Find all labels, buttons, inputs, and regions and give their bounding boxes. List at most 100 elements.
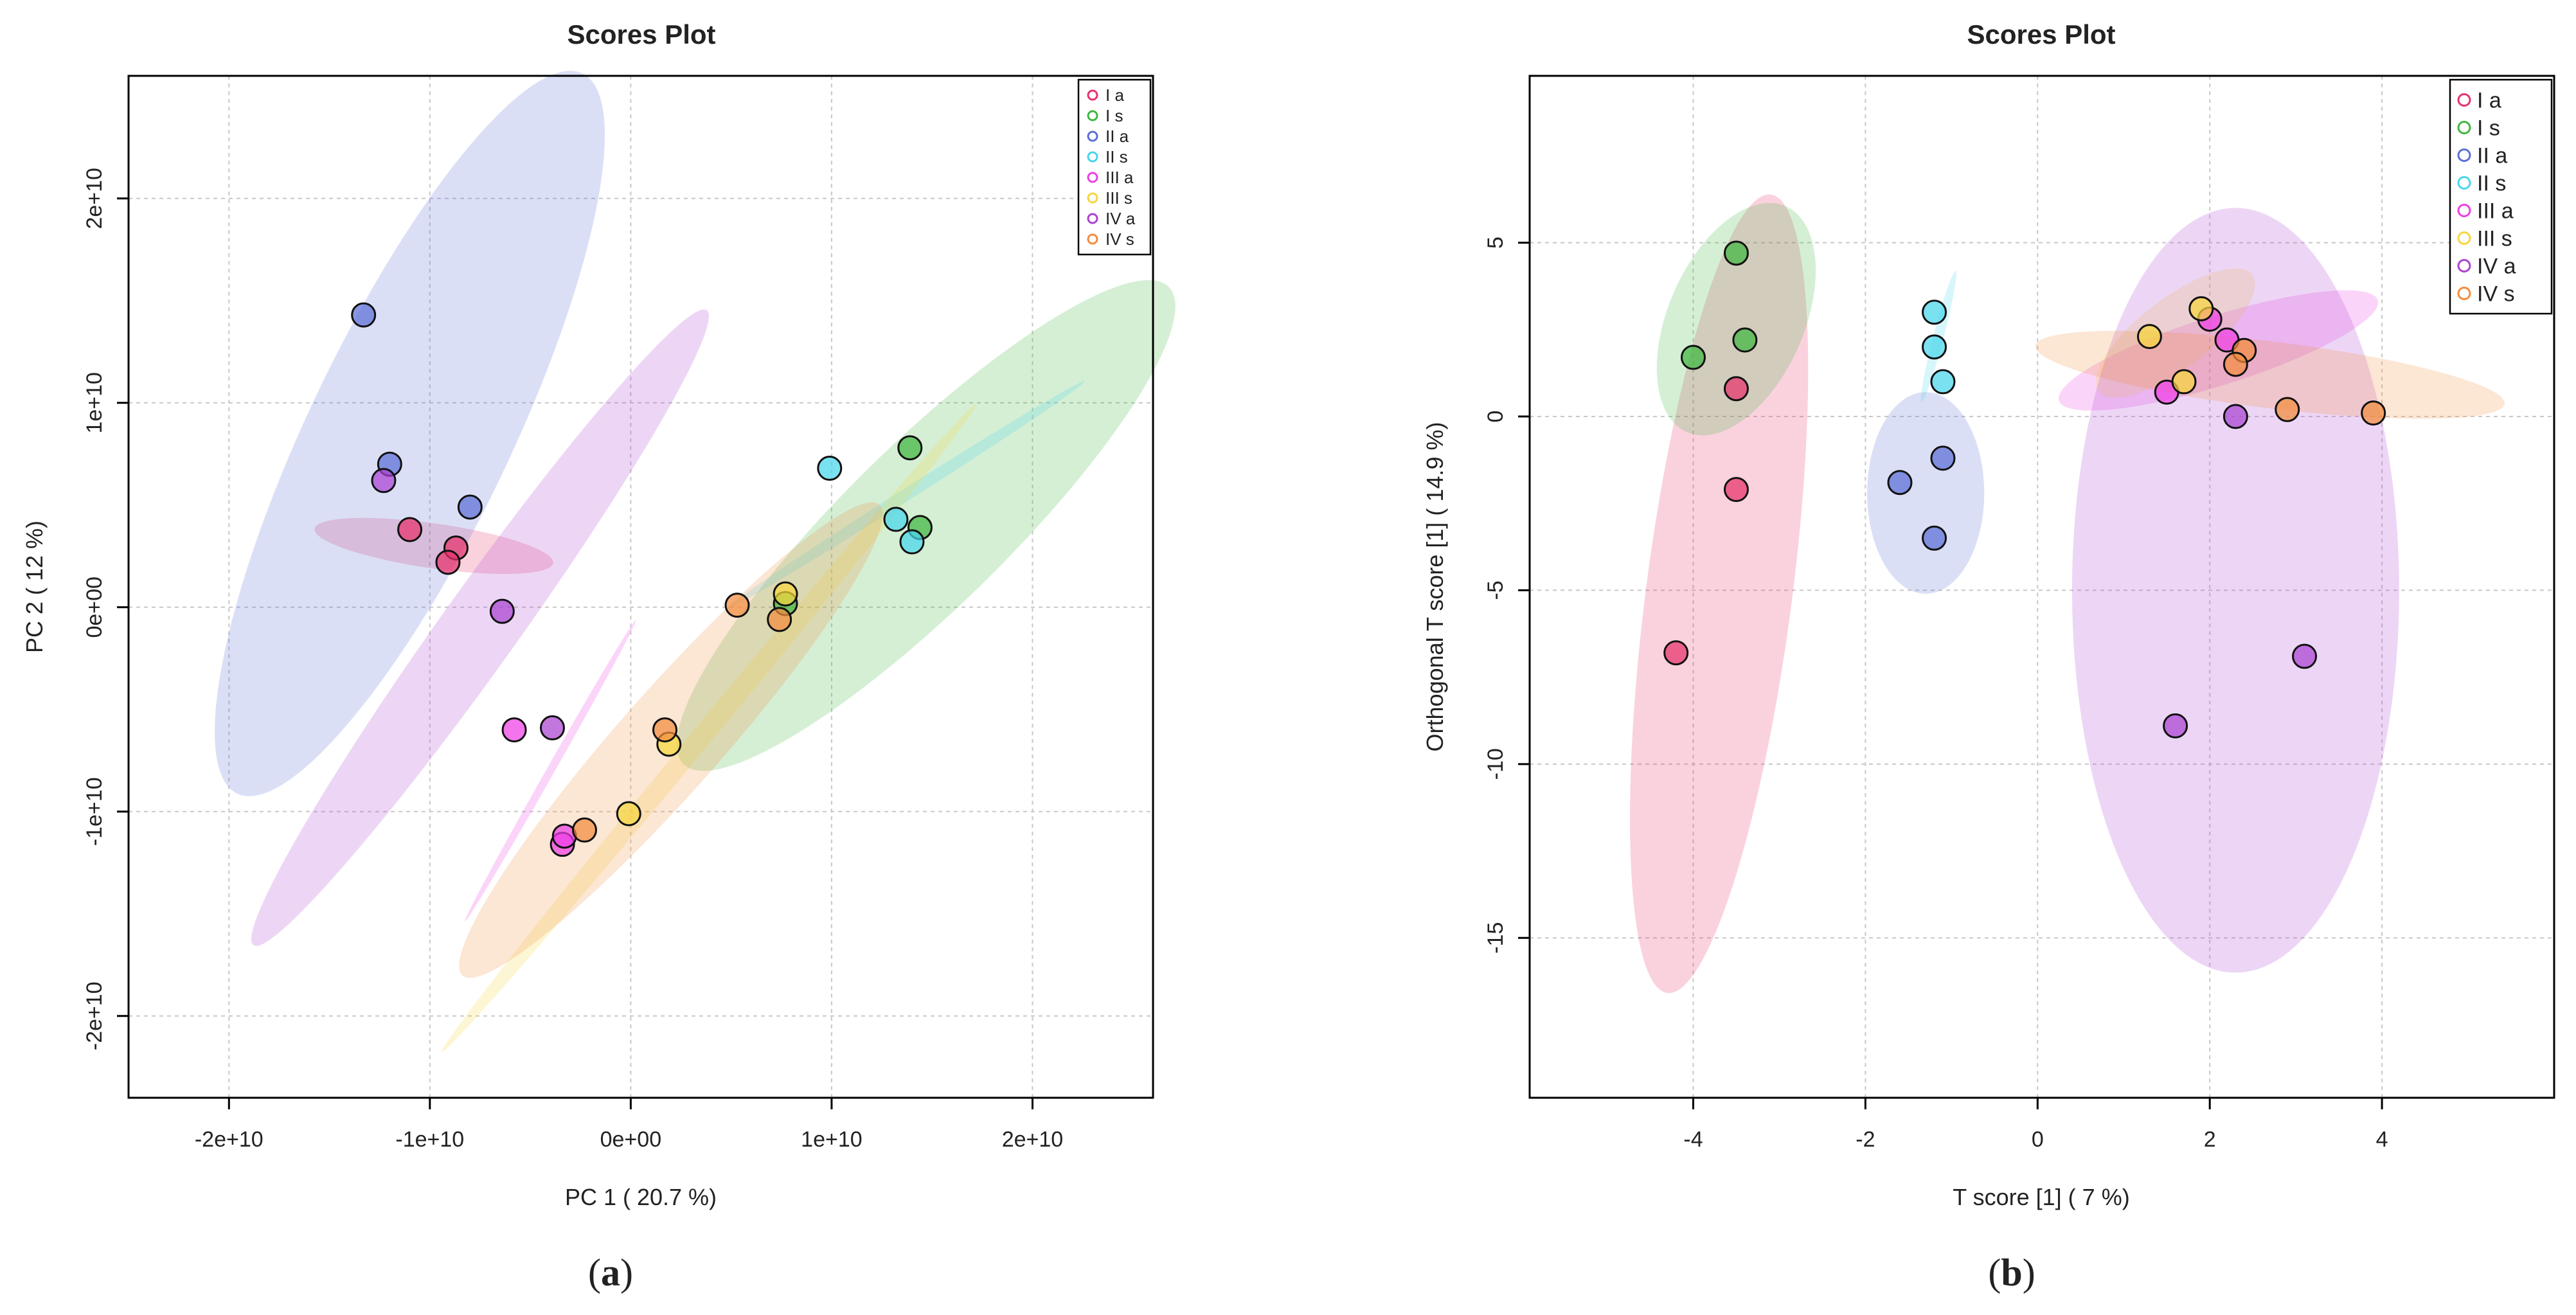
legend-marker-ii-a <box>1087 130 1098 142</box>
legend-box <box>2449 78 2553 315</box>
y-tick-label-2: 0e+00 <box>82 577 107 638</box>
point-ii-s-1 <box>883 506 909 532</box>
chart-a-title: Scores Plot <box>567 19 715 49</box>
y-tick-label-0: -15 <box>1483 922 1508 954</box>
legend-label-iii-s: III s <box>2477 227 2512 251</box>
panel-a-caption: (a) <box>588 1251 633 1294</box>
ellipse-iii-s <box>442 404 977 1052</box>
point-ii-a-2 <box>457 494 483 520</box>
point-i-a-1 <box>1723 477 1749 503</box>
point-ii-s-2 <box>899 529 925 555</box>
point-ii-a-0 <box>351 302 377 328</box>
legend-marker-iii-s <box>2457 231 2471 245</box>
y-tick-label-1: -10 <box>1483 748 1508 780</box>
x-tick-label-4: 2e+10 <box>1002 1127 1064 1152</box>
point-iv-a-1 <box>489 598 515 624</box>
point-i-a-2 <box>1663 640 1689 666</box>
legend-label-i-s: I s <box>2477 116 2500 141</box>
legend-marker-i-a <box>2457 93 2471 107</box>
panel-b-caption-letter: b <box>2001 1251 2022 1294</box>
y-tick-label-3: 0 <box>1483 411 1508 423</box>
point-i-a-2 <box>435 550 461 575</box>
ellipse-iv-a <box>2071 208 2399 973</box>
y-tick-label-1: -1e+10 <box>82 777 107 846</box>
point-iv-s-2 <box>652 717 678 743</box>
point-iv-a-0 <box>371 468 397 494</box>
ellipse-i-a <box>314 517 553 575</box>
ellipse-iii-s <box>2095 268 2255 398</box>
point-iii-s-0 <box>2188 296 2214 321</box>
point-iv-a-2 <box>539 715 565 740</box>
ellipse-i-a <box>1630 194 1809 994</box>
ellipse-ii-s <box>727 380 1085 609</box>
point-iv-a-2 <box>2163 713 2188 738</box>
point-iii-s-2 <box>2171 369 2197 395</box>
x-tick-label-0: -2e+10 <box>195 1127 264 1152</box>
panel-b-caption: (b) <box>1988 1251 2035 1294</box>
legend-marker-ii-a <box>2457 148 2471 162</box>
chart-a-x-axis: -2e+10 -1e+10 0e+00 1e+10 2e+10 <box>195 1098 1063 1152</box>
point-iv-a-0 <box>2223 404 2248 429</box>
scores-plot-pca: Scores Plot -2e+10 -1e+10 0e+00 1e+10 2e+10 … <box>21 19 1176 1294</box>
legend-label-iv-s: IV s <box>1105 229 1134 249</box>
point-iii-a-0 <box>501 717 527 743</box>
legend-label-iv-a: IV a <box>1105 209 1136 228</box>
point-iv-s-3 <box>571 817 597 843</box>
point-ii-a-1 <box>1930 445 1956 471</box>
legend-marker-iii-a <box>2457 204 2471 217</box>
scores-plot-opls: Scores Plot -4 -2 0 2 4 -15 -10 -5 0 5 I a I s II … <box>1422 19 2555 1294</box>
point-i-s-0 <box>897 435 923 461</box>
point-i-a-0 <box>397 517 423 542</box>
x-tick-label-4: 4 <box>2376 1127 2388 1152</box>
legend-marker-iv-s <box>2457 287 2471 300</box>
legend-label-ii-a: II a <box>2477 144 2507 168</box>
chart-a-points <box>351 302 933 857</box>
y-tick-label-0: -2e+10 <box>82 981 107 1050</box>
legend-marker-iii-a <box>1087 172 1098 183</box>
ellipse-ii-a <box>1867 392 1985 594</box>
chart-a-plot-frame <box>127 75 1154 1099</box>
chart-a-grid <box>129 76 1153 1098</box>
y-tick-label-4: 5 <box>1483 237 1508 249</box>
x-tick-label-2: 0e+00 <box>600 1127 662 1152</box>
y-tick-label-4: 2e+10 <box>82 168 107 229</box>
point-iv-s-0 <box>724 593 750 618</box>
point-iv-s-1 <box>2223 352 2248 377</box>
point-ii-a-0 <box>1887 470 1913 496</box>
x-tick-label-3: 1e+10 <box>801 1127 863 1152</box>
x-tick-label-2: 0 <box>2032 1127 2044 1152</box>
chart-b-plot-frame <box>1528 75 2555 1099</box>
chart-b-legend: I a I s II a II s III a III s IV a IV s <box>2449 78 2553 315</box>
legend-marker-i-s <box>1087 110 1098 121</box>
legend-marker-i-a <box>1087 89 1098 101</box>
chart-a-x-axis-label: PC 1 ( 20.7 %) <box>565 1184 717 1210</box>
legend-label-iii-s: III s <box>1105 188 1132 208</box>
panel-a-caption-letter: a <box>601 1251 620 1294</box>
point-iii-s-2 <box>616 801 641 827</box>
point-iii-s-1 <box>2136 324 2162 350</box>
x-tick-label-3: 2 <box>2204 1127 2216 1152</box>
legend-label-ii-s: II s <box>1105 147 1128 166</box>
legend-label-iii-a: III a <box>2477 199 2514 224</box>
legend-marker-iv-a <box>1087 213 1098 224</box>
point-i-s-1 <box>1681 344 1706 370</box>
legend-label-i-s: I s <box>1105 106 1123 125</box>
point-ii-s-0 <box>817 456 843 481</box>
x-tick-label-0: -4 <box>1683 1127 1703 1152</box>
point-i-a-0 <box>1723 376 1749 402</box>
legend-marker-iii-s <box>1087 192 1098 204</box>
chart-b-x-axis-label: T score [1] ( 7 %) <box>1953 1184 2129 1210</box>
ellipse-iv-s <box>2035 330 2505 419</box>
legend-marker-ii-s <box>2457 176 2471 190</box>
ellipse-ii-a <box>215 71 605 796</box>
chart-b-ellipses <box>1630 194 2505 994</box>
chart-b-y-axis: -15 -10 -5 0 5 <box>1483 237 1530 954</box>
chart-b-grid <box>1530 76 2554 1098</box>
legend-label-ii-s: II s <box>2477 172 2506 196</box>
legend-label-iv-a: IV a <box>2477 255 2516 279</box>
chart-a-y-axis-label: PC 2 ( 12 %) <box>21 521 48 653</box>
legend-marker-ii-s <box>1087 151 1098 163</box>
point-ii-a-2 <box>1922 525 1947 551</box>
legend-marker-iv-a <box>2457 259 2471 273</box>
